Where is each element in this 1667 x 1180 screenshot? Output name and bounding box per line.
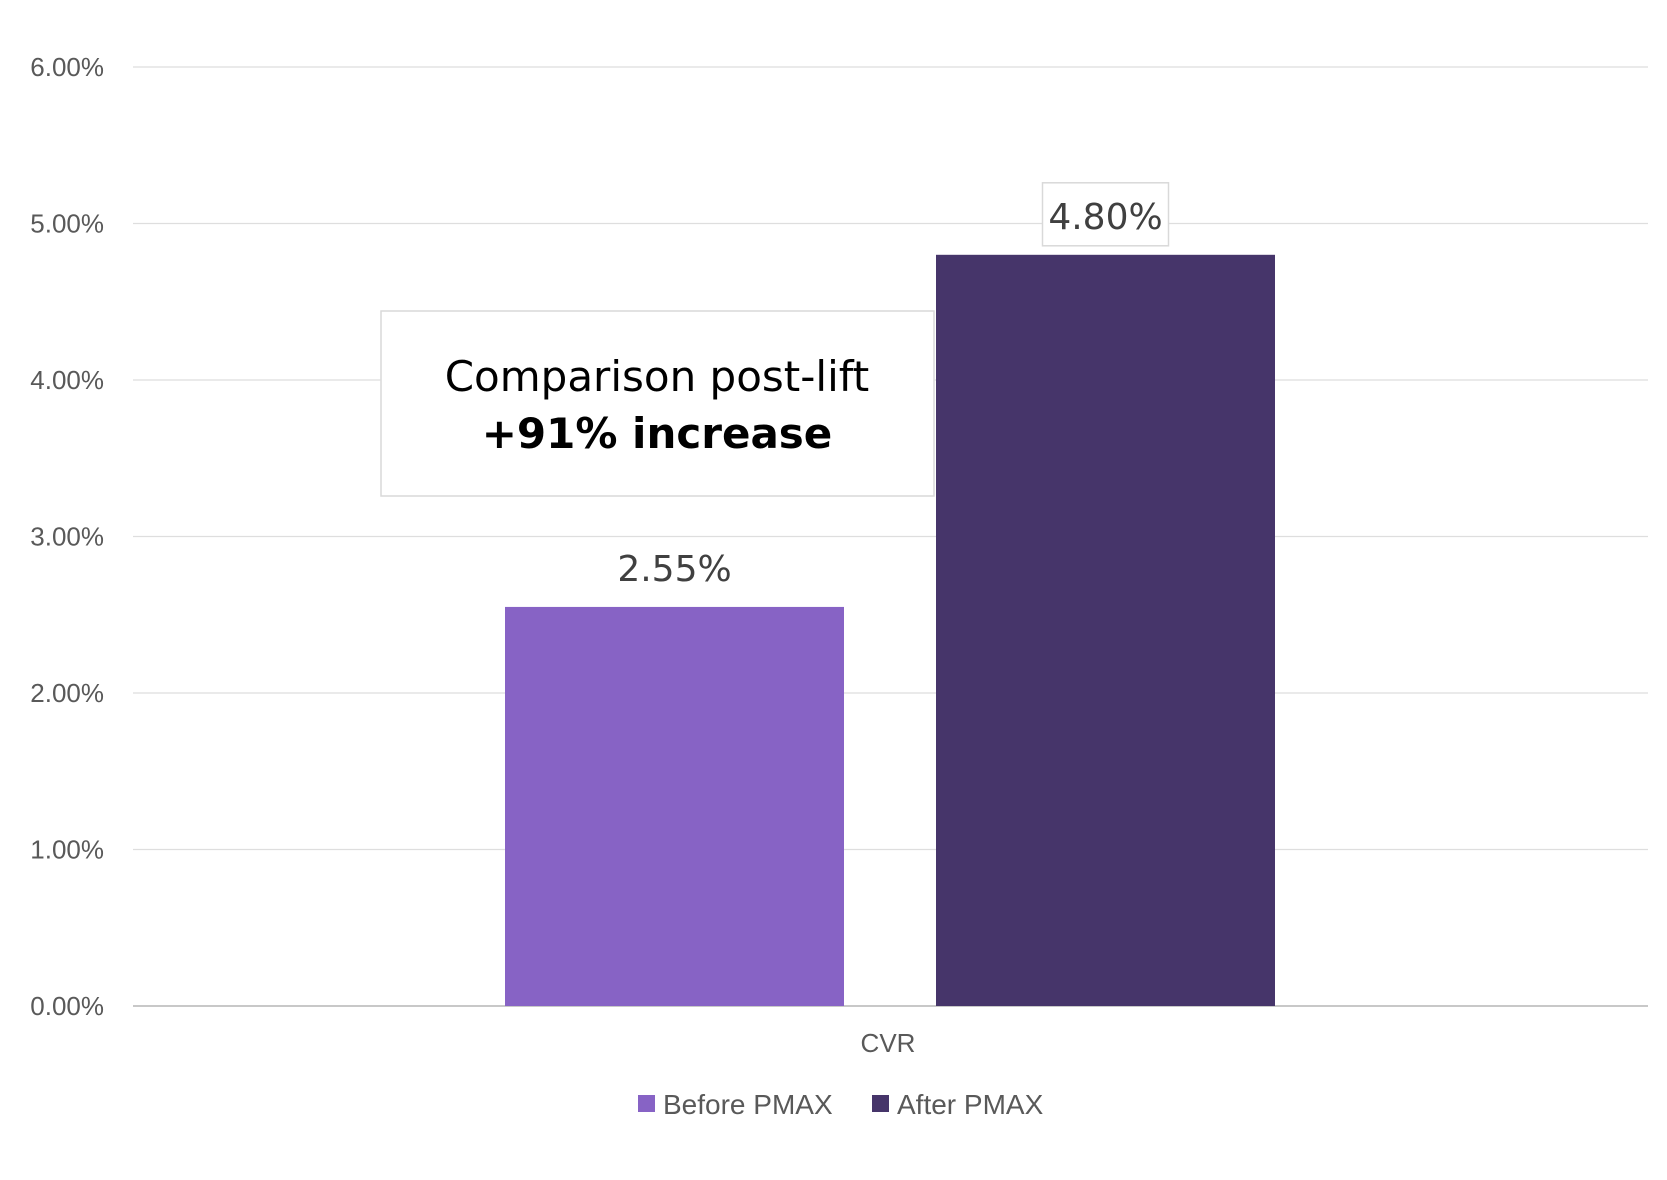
y-tick-label: 3.00%: [30, 522, 104, 552]
y-tick-label: 6.00%: [30, 52, 104, 82]
y-tick-label: 4.00%: [30, 365, 104, 395]
gridlines: [133, 66, 1648, 1007]
legend-item-after-pmax: After PMAX: [872, 1089, 1044, 1120]
legend-label-after-pmax: After PMAX: [897, 1089, 1044, 1120]
bar-after-pmax: [936, 254, 1275, 1007]
data-label-before-pmax: 2.55%: [617, 549, 731, 590]
bar-before-pmax: [505, 606, 844, 1006]
legend-swatch-before-pmax: [638, 1095, 655, 1112]
data-labels: 2.55% 4.80%: [617, 182, 1170, 590]
annotation-line-2: +91% increase: [482, 409, 833, 458]
data-label-box: [1041, 182, 1170, 247]
y-tick-label: 2.00%: [30, 678, 104, 708]
y-tick-label: 0.00%: [30, 991, 104, 1021]
legend-label-before-pmax: Before PMAX: [663, 1089, 833, 1120]
annotation-line-1: Comparison post-lift: [445, 352, 870, 401]
bars: [505, 254, 1275, 1007]
legend-item-before-pmax: Before PMAX: [638, 1089, 833, 1120]
data-label-after-pmax: 4.80%: [1048, 197, 1162, 238]
legend-swatch-after-pmax: [872, 1095, 889, 1112]
y-tick-label: 1.00%: [30, 835, 104, 865]
legend: Before PMAX After PMAX: [638, 1089, 1044, 1120]
y-tick-label: 5.00%: [30, 209, 104, 239]
x-axis-category-label: CVR: [861, 1028, 916, 1058]
annotation-box: Comparison post-lift +91% increase: [380, 310, 935, 497]
y-axis-ticks: 0.00% 1.00% 2.00% 3.00% 4.00% 5.00% 6.00%: [30, 52, 104, 1021]
